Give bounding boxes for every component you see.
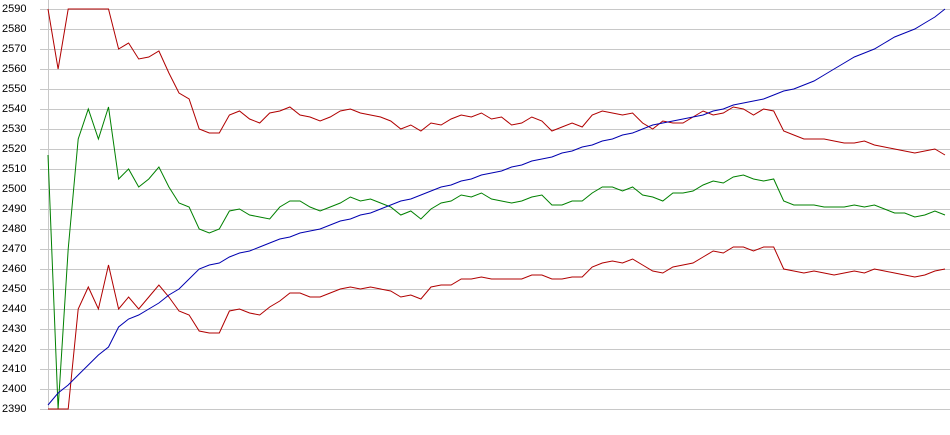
y-tick-label: 2580	[2, 23, 26, 35]
y-tick-label: 2560	[2, 63, 26, 75]
line-series	[48, 246, 946, 410]
y-tick-label: 2530	[2, 123, 26, 135]
line-series	[47, 8, 946, 156]
y-tick-label: 2510	[2, 163, 26, 175]
y-tick-label: 2550	[2, 83, 26, 95]
y-tick-label: 2570	[2, 43, 26, 55]
y-tick-label: 2590	[2, 3, 26, 15]
y-tick-label: 2490	[2, 203, 26, 215]
y-tick-label: 2540	[2, 103, 26, 115]
y-tick-label: 2500	[2, 183, 26, 195]
y-tick-label: 2520	[2, 143, 26, 155]
y-tick-label: 2420	[2, 343, 26, 355]
y-tick-label: 2400	[2, 383, 26, 395]
y-tick-label: 2470	[2, 243, 26, 255]
y-tick-label: 2430	[2, 323, 26, 335]
y-tick-label: 2480	[2, 223, 26, 235]
y-tick-label: 2460	[2, 263, 26, 275]
y-tick-label: 2390	[2, 403, 26, 415]
line-series	[47, 8, 946, 406]
y-tick-label: 2410	[2, 363, 26, 375]
y-tick-label: 2450	[2, 283, 26, 295]
y-tick-label: 2440	[2, 303, 26, 315]
line-series	[47, 106, 946, 410]
